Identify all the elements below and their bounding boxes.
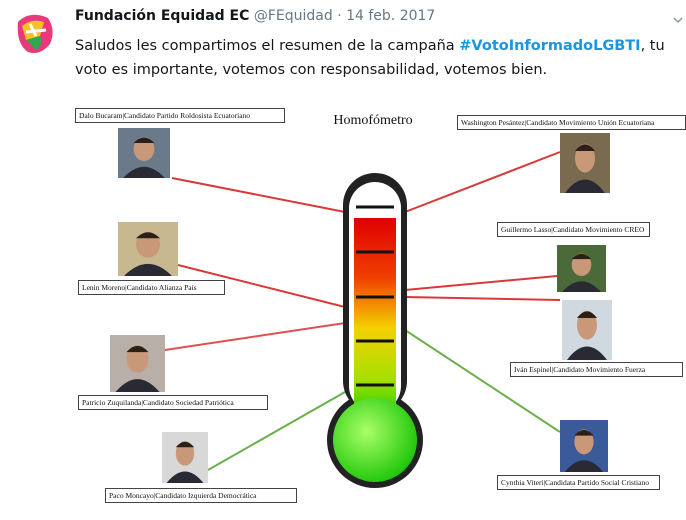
candidate-label: Dalo Bucaram|Candidato Partido Roldosist… xyxy=(75,108,285,123)
candidate-label: Guillermo Lasso|Candidato Movimiento CRE… xyxy=(497,222,650,237)
avatar[interactable] xyxy=(18,15,53,53)
separator: · xyxy=(337,8,341,24)
image-title: Homofómetro xyxy=(333,113,412,128)
hashtag[interactable]: #VotoInformadoLGBTI xyxy=(459,38,640,54)
handle[interactable]: @FEquidad xyxy=(254,8,333,24)
candidate-label: Patricio Zuquilanda|Candidato Sociedad P… xyxy=(78,395,268,410)
author-name[interactable]: Fundación Equidad EC xyxy=(75,8,249,24)
candidate-label: Washington Pesántez|Candidato Movimiento… xyxy=(457,115,686,130)
text: Saludos les compartimos el resumen de la… xyxy=(75,38,459,54)
tweet-text: Saludos les compartimos el resumen de la… xyxy=(75,34,675,82)
page: Homofómetro Fundación Equidad EC @FEquid… xyxy=(0,0,686,520)
candidate-label: Cynthia Viteri|Candidata Partido Social … xyxy=(497,475,660,490)
candidate-label: Paco Moncayo|Candidato Izquierda Democrá… xyxy=(105,488,297,503)
menu-caret[interactable] xyxy=(674,18,682,22)
date[interactable]: 14 feb. 2017 xyxy=(346,8,435,24)
tweet-header: Fundación Equidad EC @FEquidad · 14 feb.… xyxy=(75,8,435,24)
candidate-label: Iván Espinel|Candidato Movimiento Fuerza xyxy=(510,362,683,377)
candidate-label: Lenin Moreno|Candidato Alianza País xyxy=(78,280,225,295)
